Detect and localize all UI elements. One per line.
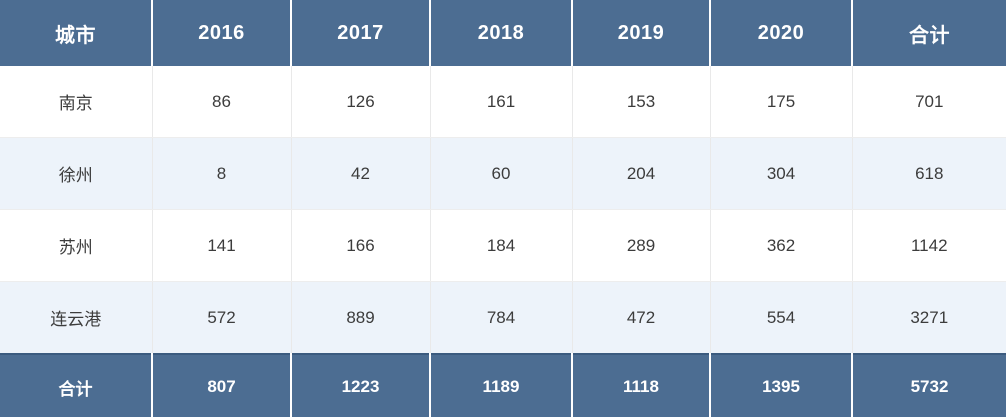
cell-value: 126 bbox=[291, 66, 431, 138]
cell-value: 889 bbox=[291, 281, 431, 354]
cell-value: 784 bbox=[430, 281, 573, 354]
row-label: 苏州 bbox=[0, 209, 153, 282]
total-grand-total: 5732 bbox=[852, 353, 1006, 417]
cell-row-total: 618 bbox=[852, 137, 1006, 210]
total-cell-value: 1223 bbox=[291, 353, 431, 417]
cell-value: 554 bbox=[710, 281, 853, 354]
header-row: 城市 2016 2017 2018 2019 2020 合计 bbox=[0, 0, 1006, 66]
total-cell-value: 1395 bbox=[710, 353, 853, 417]
table-row-lianyungang: 连云港 572 889 784 472 554 3271 bbox=[0, 281, 1006, 354]
cell-value: 42 bbox=[291, 137, 431, 210]
table-row-suzhou: 苏州 141 166 184 289 362 1142 bbox=[0, 209, 1006, 282]
cell-value: 289 bbox=[572, 209, 711, 282]
cell-value: 60 bbox=[430, 137, 573, 210]
column-header-2016: 2016 bbox=[152, 0, 292, 66]
cell-row-total: 3271 bbox=[852, 281, 1006, 354]
total-cell-value: 1189 bbox=[430, 353, 573, 417]
cell-value: 153 bbox=[572, 66, 711, 138]
column-header-2020: 2020 bbox=[710, 0, 853, 66]
row-label: 徐州 bbox=[0, 137, 153, 210]
cell-value: 166 bbox=[291, 209, 431, 282]
cell-value: 141 bbox=[152, 209, 292, 282]
cell-row-total: 1142 bbox=[852, 209, 1006, 282]
cell-value: 362 bbox=[710, 209, 853, 282]
column-header-2017: 2017 bbox=[291, 0, 431, 66]
cell-value: 184 bbox=[430, 209, 573, 282]
column-header-city: 城市 bbox=[0, 0, 153, 66]
total-row-label: 合计 bbox=[0, 353, 153, 417]
total-cell-value: 807 bbox=[152, 353, 292, 417]
cell-value: 472 bbox=[572, 281, 711, 354]
row-label: 南京 bbox=[0, 66, 153, 138]
cell-row-total: 701 bbox=[852, 66, 1006, 138]
table-row-nanjing: 南京 86 126 161 153 175 701 bbox=[0, 66, 1006, 138]
column-header-total: 合计 bbox=[852, 0, 1006, 66]
cell-value: 204 bbox=[572, 137, 711, 210]
column-header-2019: 2019 bbox=[572, 0, 711, 66]
cell-value: 86 bbox=[152, 66, 292, 138]
cell-value: 572 bbox=[152, 281, 292, 354]
total-row: 合计 807 1223 1189 1118 1395 5732 bbox=[0, 353, 1006, 417]
column-header-2018: 2018 bbox=[430, 0, 573, 66]
cell-value: 8 bbox=[152, 137, 292, 210]
cell-value: 175 bbox=[710, 66, 853, 138]
total-cell-value: 1118 bbox=[572, 353, 711, 417]
row-label: 连云港 bbox=[0, 281, 153, 354]
cell-value: 304 bbox=[710, 137, 853, 210]
table-row-xuzhou: 徐州 8 42 60 204 304 618 bbox=[0, 137, 1006, 210]
cell-value: 161 bbox=[430, 66, 573, 138]
